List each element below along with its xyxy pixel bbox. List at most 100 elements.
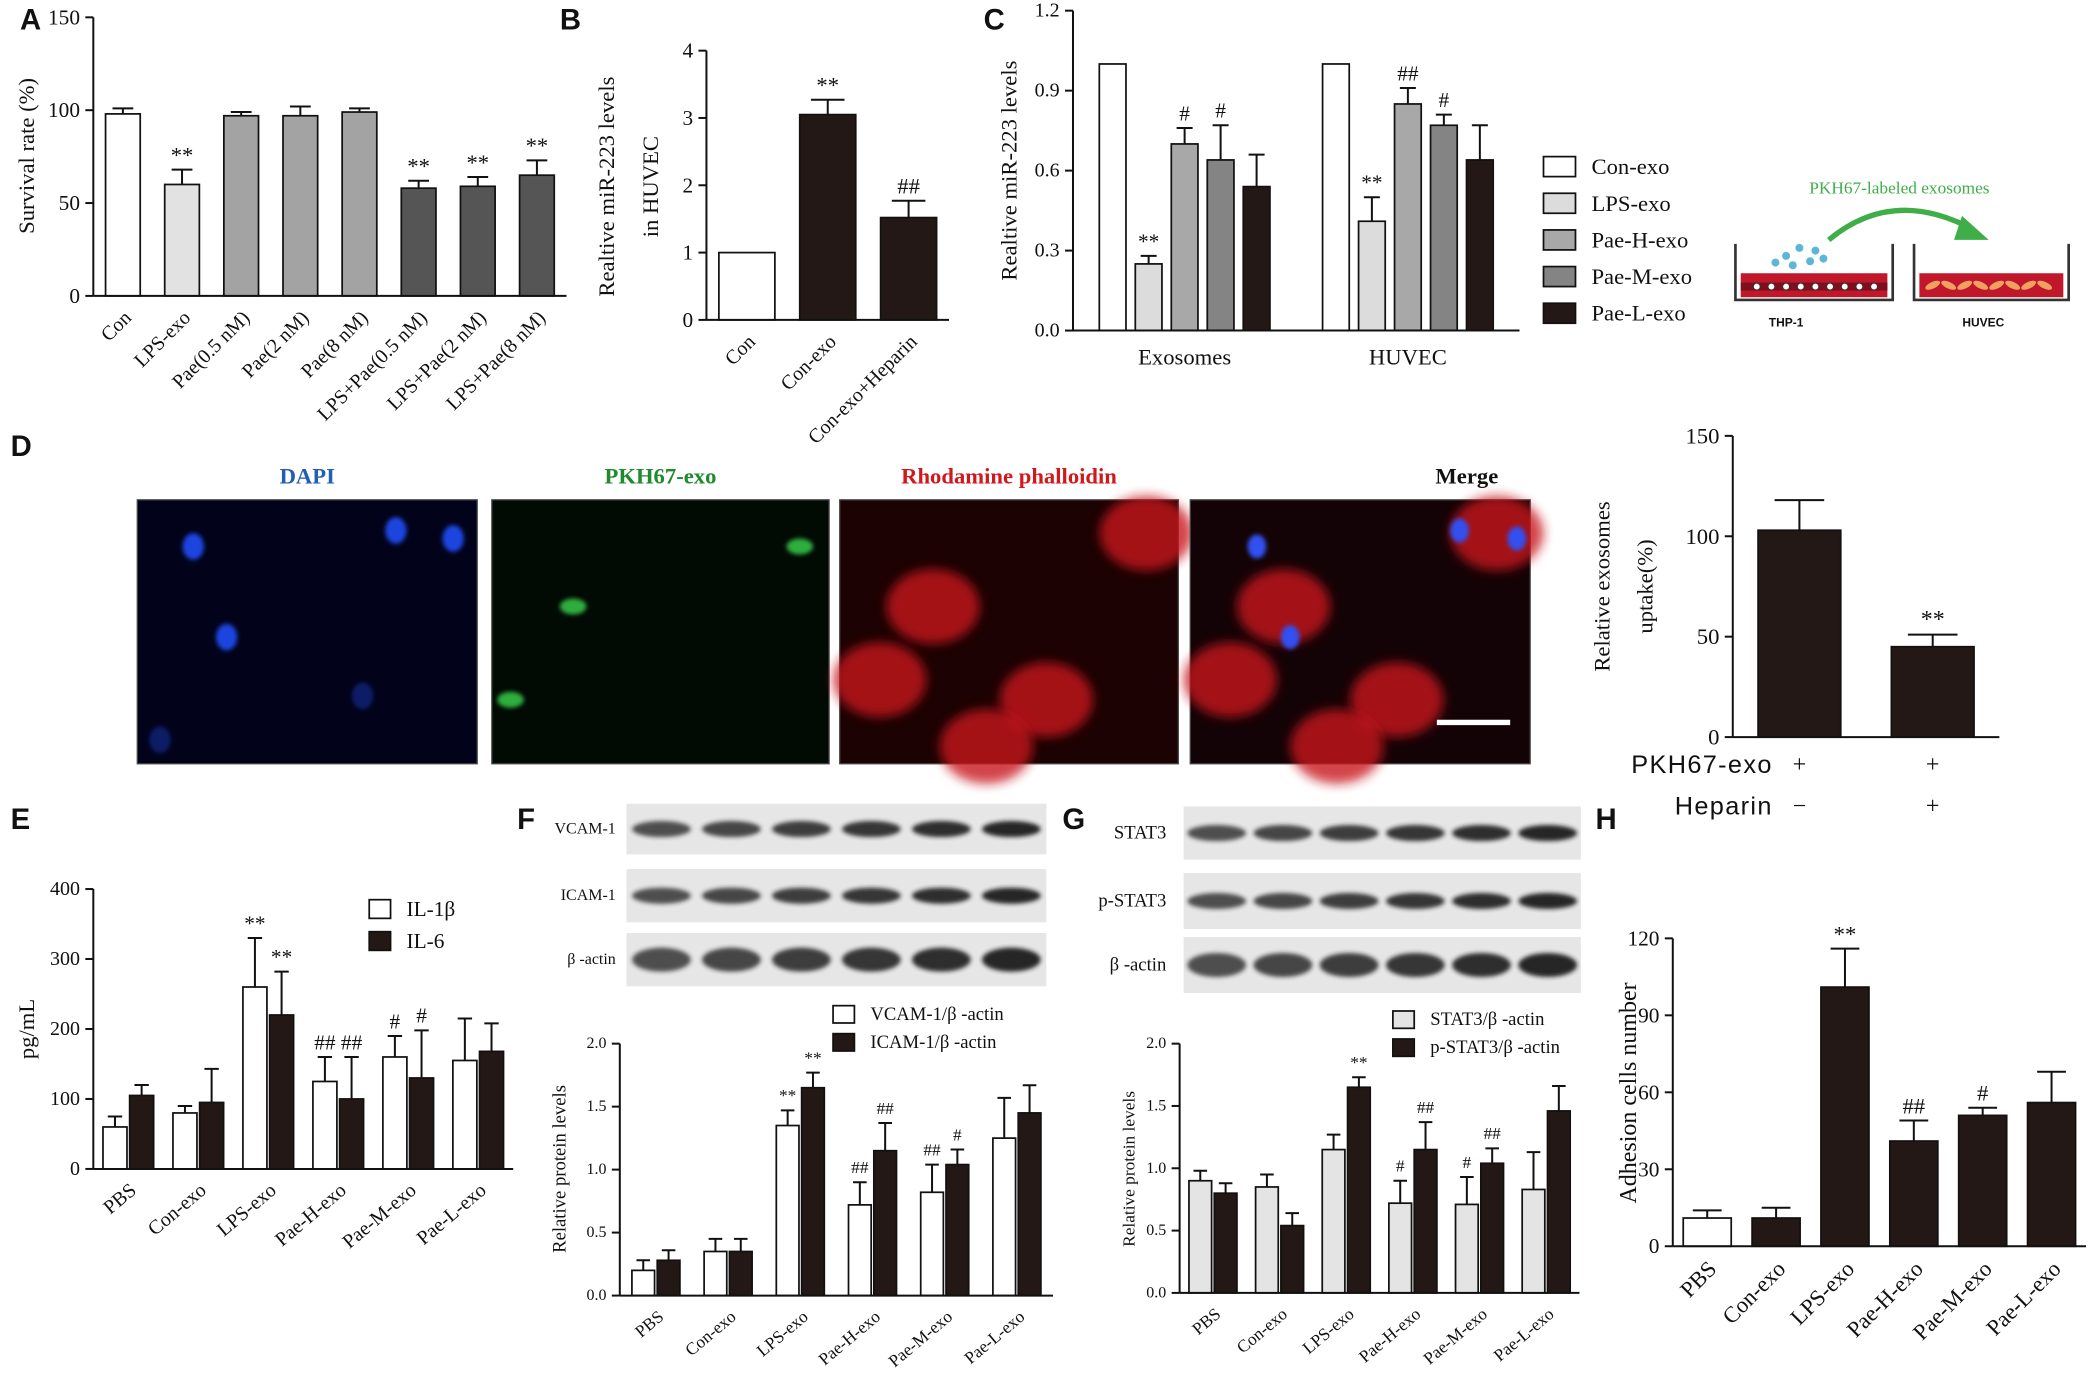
blot-band: [1518, 825, 1578, 842]
huvec-cell: [1957, 280, 1973, 290]
diagram-label: THP-1: [1769, 316, 1804, 330]
error-bar: [1363, 196, 1380, 222]
bar: [798, 113, 857, 321]
error-bar: [1552, 1085, 1566, 1111]
blot-band: [1187, 953, 1247, 978]
blot-band: [1319, 893, 1379, 910]
bar: [1321, 1148, 1346, 1294]
error-bar: [457, 1017, 473, 1061]
legend-label: ICAM-1/β -actin: [870, 1032, 997, 1053]
error-bar: [950, 1148, 965, 1165]
significance-label: **: [1834, 921, 1857, 946]
blot-band: [1253, 893, 1313, 910]
y-tick-label: 60: [1638, 1080, 1659, 1104]
bar: [163, 183, 201, 297]
actin-signal: [1183, 642, 1277, 718]
y-tick-label: 3: [682, 106, 693, 130]
thp1-cell: [1767, 282, 1776, 291]
bar: [222, 114, 260, 297]
significance-label: #: [1439, 88, 1450, 112]
huvec-cell: [2005, 280, 2021, 290]
x-tick-label: LPS-exo: [213, 1179, 281, 1241]
x-tick-label: PBS: [632, 1307, 668, 1341]
nucleus: [215, 623, 238, 651]
huvec-cell: [2021, 280, 2037, 290]
legend-label: VCAM-1/β -actin: [870, 1004, 1004, 1025]
significance-label: **: [244, 911, 265, 935]
thp1-cell: [1782, 282, 1790, 291]
bar: [872, 1149, 898, 1297]
significance-label: #: [390, 1009, 401, 1033]
blot-band: [702, 887, 761, 904]
error-bar: [274, 970, 289, 1015]
y-tick-label: 0.6: [1035, 160, 1060, 182]
bar: [312, 1080, 338, 1170]
y-axis-label: Relative protein levels: [1119, 1091, 1138, 1247]
significance-label: #: [1463, 1153, 1472, 1172]
transfer-arrow: [1827, 207, 1974, 242]
blot-band: [1253, 953, 1313, 978]
thp1-cell: [1855, 282, 1864, 291]
blot-band: [702, 947, 761, 972]
error-bar: [349, 107, 370, 113]
bar: [1213, 1192, 1238, 1294]
blot-band: [1518, 893, 1578, 910]
error-bar: [484, 1022, 499, 1052]
exosome: [1806, 257, 1815, 266]
blot-label: p-STAT3: [1098, 891, 1166, 912]
bar: [1888, 1140, 1939, 1248]
error-bar: [1285, 1212, 1300, 1226]
huvec-cell: [1973, 280, 1989, 290]
legend-swatch: [1542, 155, 1577, 178]
legend-label: Pae-H-exo: [1591, 227, 1688, 252]
error-bar: [1761, 1206, 1791, 1219]
significance-label: **: [1361, 171, 1382, 195]
bar: [1890, 645, 1975, 738]
bar: [1188, 1179, 1213, 1294]
significance-label: ##: [1484, 1124, 1502, 1143]
significance-label: #: [416, 1004, 427, 1028]
significance-label: ##: [877, 1099, 895, 1118]
significance-label: **: [1921, 607, 1945, 633]
error-bar: [780, 1109, 795, 1126]
panel-letter: G: [1062, 803, 1085, 836]
huvec-cell: [1925, 280, 1941, 290]
significance-label: **: [1138, 229, 1159, 253]
bar: [282, 114, 319, 297]
legend-swatch: [832, 1032, 856, 1052]
bar: [341, 111, 378, 297]
error-bar: [204, 1067, 219, 1103]
bar: [382, 1056, 408, 1170]
x-tick-label: Pae-M-exo: [338, 1179, 420, 1253]
actin-signal: [1236, 569, 1331, 644]
legend-label: IL-1β: [407, 897, 456, 921]
bar: [172, 1112, 198, 1170]
bar: [1820, 986, 1870, 1248]
y-tick-label: 100: [48, 98, 80, 122]
significance-label: #: [1396, 1157, 1405, 1176]
actin-signal: [833, 642, 927, 718]
exosome: [1795, 243, 1804, 252]
bar: [656, 1259, 681, 1297]
bar: [518, 174, 556, 297]
legend-label: IL-6: [407, 929, 445, 953]
y-tick-label: 0: [1708, 725, 1719, 750]
error-bar: [2037, 1070, 2066, 1103]
exosome-signal: [786, 538, 814, 555]
blot-band: [702, 821, 761, 838]
panel-letter: H: [1595, 803, 1616, 836]
bar: [1346, 1086, 1372, 1294]
x-tick-label: PBS: [1675, 1256, 1721, 1302]
error-bar: [997, 1096, 1012, 1139]
blot-band: [1518, 953, 1578, 978]
error-bar: [661, 1249, 676, 1261]
huvec-cell: [2037, 280, 2053, 290]
bar: [268, 1014, 295, 1170]
x-tick-label: Con: [721, 331, 760, 370]
nucleus: [385, 517, 407, 544]
bar: [478, 1050, 505, 1170]
significance-label: ##: [314, 1030, 336, 1054]
blot-band: [1319, 953, 1379, 978]
x-tick-label: Pae-M-exo: [1420, 1304, 1491, 1368]
blot-label: ICAM-1: [561, 887, 616, 904]
